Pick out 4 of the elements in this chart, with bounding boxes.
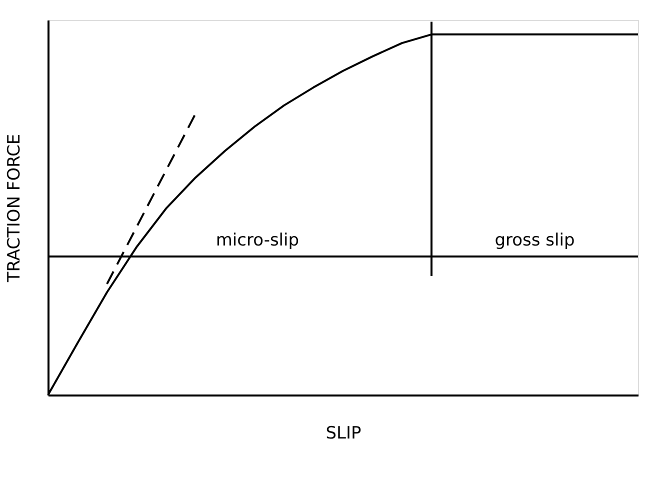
annotation: micro-slip: [216, 230, 300, 251]
y-axis-title: TRACTION FORCE: [4, 134, 24, 284]
annotation: gross slip: [494, 230, 575, 251]
x-axis-title: SLIP: [326, 424, 362, 444]
